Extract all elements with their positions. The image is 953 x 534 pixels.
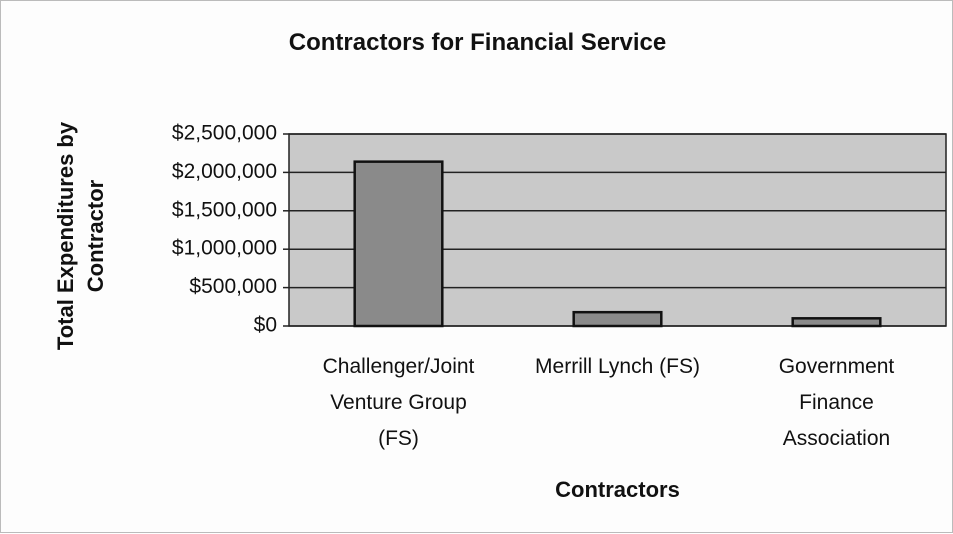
bar [572,310,663,328]
y-axis-title: Total Expenditures by Contractor [53,121,108,351]
bar [791,317,882,328]
x-tick-label: Challenger/Joint Venture Group (FS) [322,355,475,450]
x-tick-label: Merrill Lynch (FS) [535,355,700,378]
y-tick-label: $2,000,000 [172,160,277,183]
y-tick-label: $0 [254,314,277,337]
chart-title: Contractors for Financial Service [288,29,667,56]
bar [353,160,444,328]
y-tick-label: $500,000 [189,275,277,298]
x-axis-title: Contractors [555,477,680,502]
y-tick-label: $1,000,000 [172,237,277,260]
x-tick-label: Government Finance Association [778,355,895,450]
y-tick-label: $1,500,000 [172,198,277,221]
y-tick-label: $2,500,000 [172,122,277,145]
